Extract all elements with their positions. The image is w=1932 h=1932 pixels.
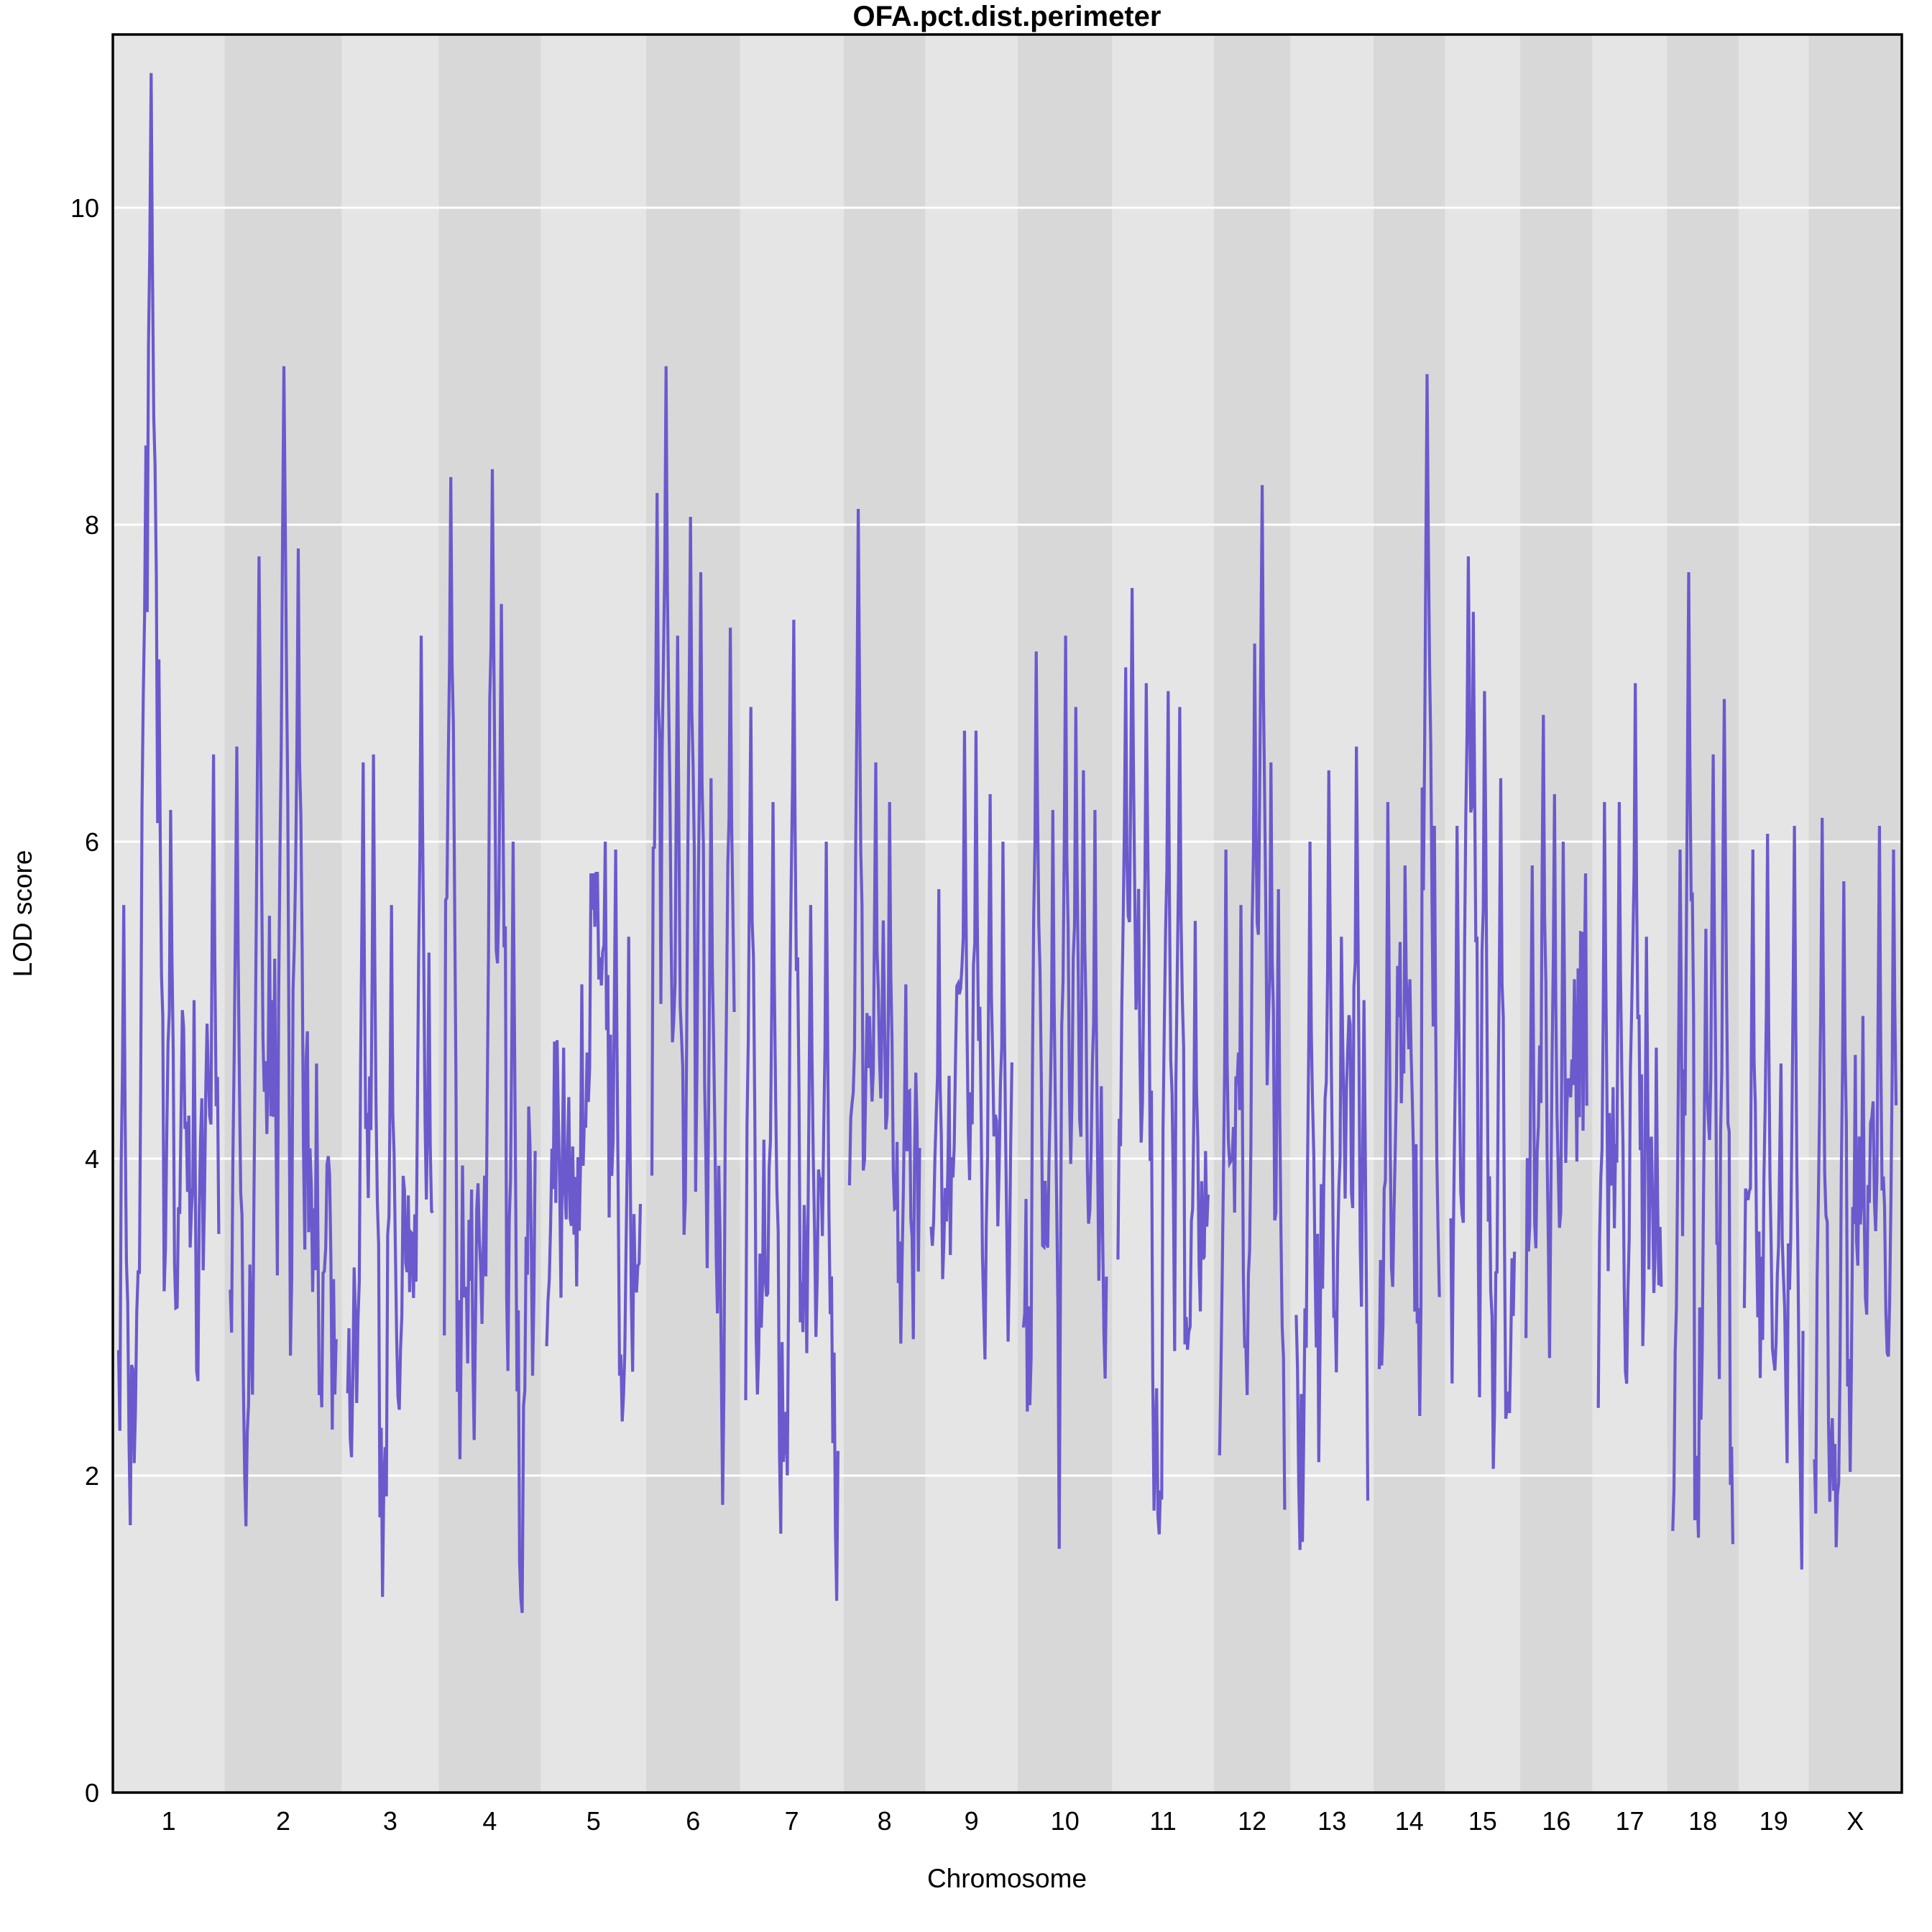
lod-curve-chr-16 (1524, 714, 1588, 1358)
y-tick-labels: 0 2 4 6 8 10 (70, 193, 99, 1808)
x-tick-label-chr-14: 14 (1395, 1806, 1424, 1836)
x-tick-label-chr-4: 4 (482, 1806, 497, 1836)
x-tick-label-chr-3: 3 (383, 1806, 397, 1836)
lod-curve-chr-9 (929, 730, 1013, 1360)
band-chr-2 (224, 34, 342, 1793)
lod-curve-chr-18 (1671, 572, 1734, 1545)
x-tick-label-chr-5: 5 (586, 1806, 601, 1836)
x-tick-label-chr-19: 19 (1760, 1806, 1788, 1836)
x-tick-label-chr-8: 8 (878, 1806, 892, 1836)
gridlines (113, 206, 1902, 1477)
x-tick-label-chr-X: X (1846, 1806, 1864, 1836)
lod-curve-chr-X (1813, 817, 1898, 1547)
lod-curve-chr-12 (1218, 484, 1287, 1510)
x-tick-labels: 1 2 3 4 5 6 7 8 9 10 11 12 13 14 15 16 17 18 19 X (162, 1806, 1864, 1836)
lod-curve-chr-5 (545, 841, 643, 1422)
lod-curve-chr-17 (1596, 683, 1663, 1408)
lod-curve-chr-19 (1742, 825, 1805, 1570)
lod-curve-chr-8 (847, 508, 921, 1344)
x-tick-label-chr-13: 13 (1317, 1806, 1346, 1836)
lod-curve-chr-4 (443, 469, 537, 1614)
x-tick-label-chr-6: 6 (686, 1806, 700, 1836)
lod-curve-chr-14 (1377, 374, 1441, 1417)
lod-curve-chr-1 (116, 73, 221, 1526)
y-tick-label-2: 2 (85, 1461, 99, 1491)
lod-curve-chr-7 (744, 620, 840, 1601)
band-chr-19 (1738, 34, 1809, 1793)
lod-curves (116, 73, 1898, 1614)
y-tick-label-8: 8 (85, 510, 99, 540)
lod-curve-chr-10 (1021, 635, 1108, 1549)
lod-curve-chr-3 (346, 635, 434, 1597)
x-tick-label-chr-2: 2 (276, 1806, 290, 1836)
x-tick-label-chr-17: 17 (1615, 1806, 1644, 1836)
band-chr-18 (1667, 34, 1739, 1793)
lod-curve-chr-11 (1116, 588, 1210, 1535)
y-tick-label-0: 0 (85, 1778, 99, 1808)
x-tick-label-chr-18: 18 (1688, 1806, 1717, 1836)
lod-curve-chr-15 (1449, 556, 1517, 1469)
plot-box (111, 33, 1903, 1794)
x-tick-label-chr-11: 11 (1149, 1806, 1176, 1836)
x-tick-label-chr-16: 16 (1542, 1806, 1570, 1836)
band-chr-8 (843, 34, 926, 1793)
y-axis-title: LOD score (8, 850, 37, 978)
x-tick-label-chr-12: 12 (1238, 1806, 1266, 1836)
y-tick-label-4: 4 (85, 1144, 99, 1174)
chart-title: OFA.pct.dist.perimeter (853, 1, 1162, 32)
x-tick-label-chr-1: 1 (162, 1806, 176, 1836)
y-tick-label-10: 10 (70, 193, 99, 223)
lod-curve-chr-6 (650, 366, 736, 1505)
lod-curve-chr-2 (229, 366, 338, 1527)
x-tick-label-chr-10: 10 (1051, 1806, 1080, 1836)
x-tick-label-chr-9: 9 (965, 1806, 979, 1836)
x-tick-label-chr-15: 15 (1468, 1806, 1497, 1836)
x-axis-title: Chromosome (927, 1864, 1087, 1893)
lod-curve-chr-13 (1294, 746, 1370, 1550)
y-tick-label-6: 6 (85, 827, 99, 857)
x-tick-label-chr-7: 7 (785, 1806, 799, 1836)
